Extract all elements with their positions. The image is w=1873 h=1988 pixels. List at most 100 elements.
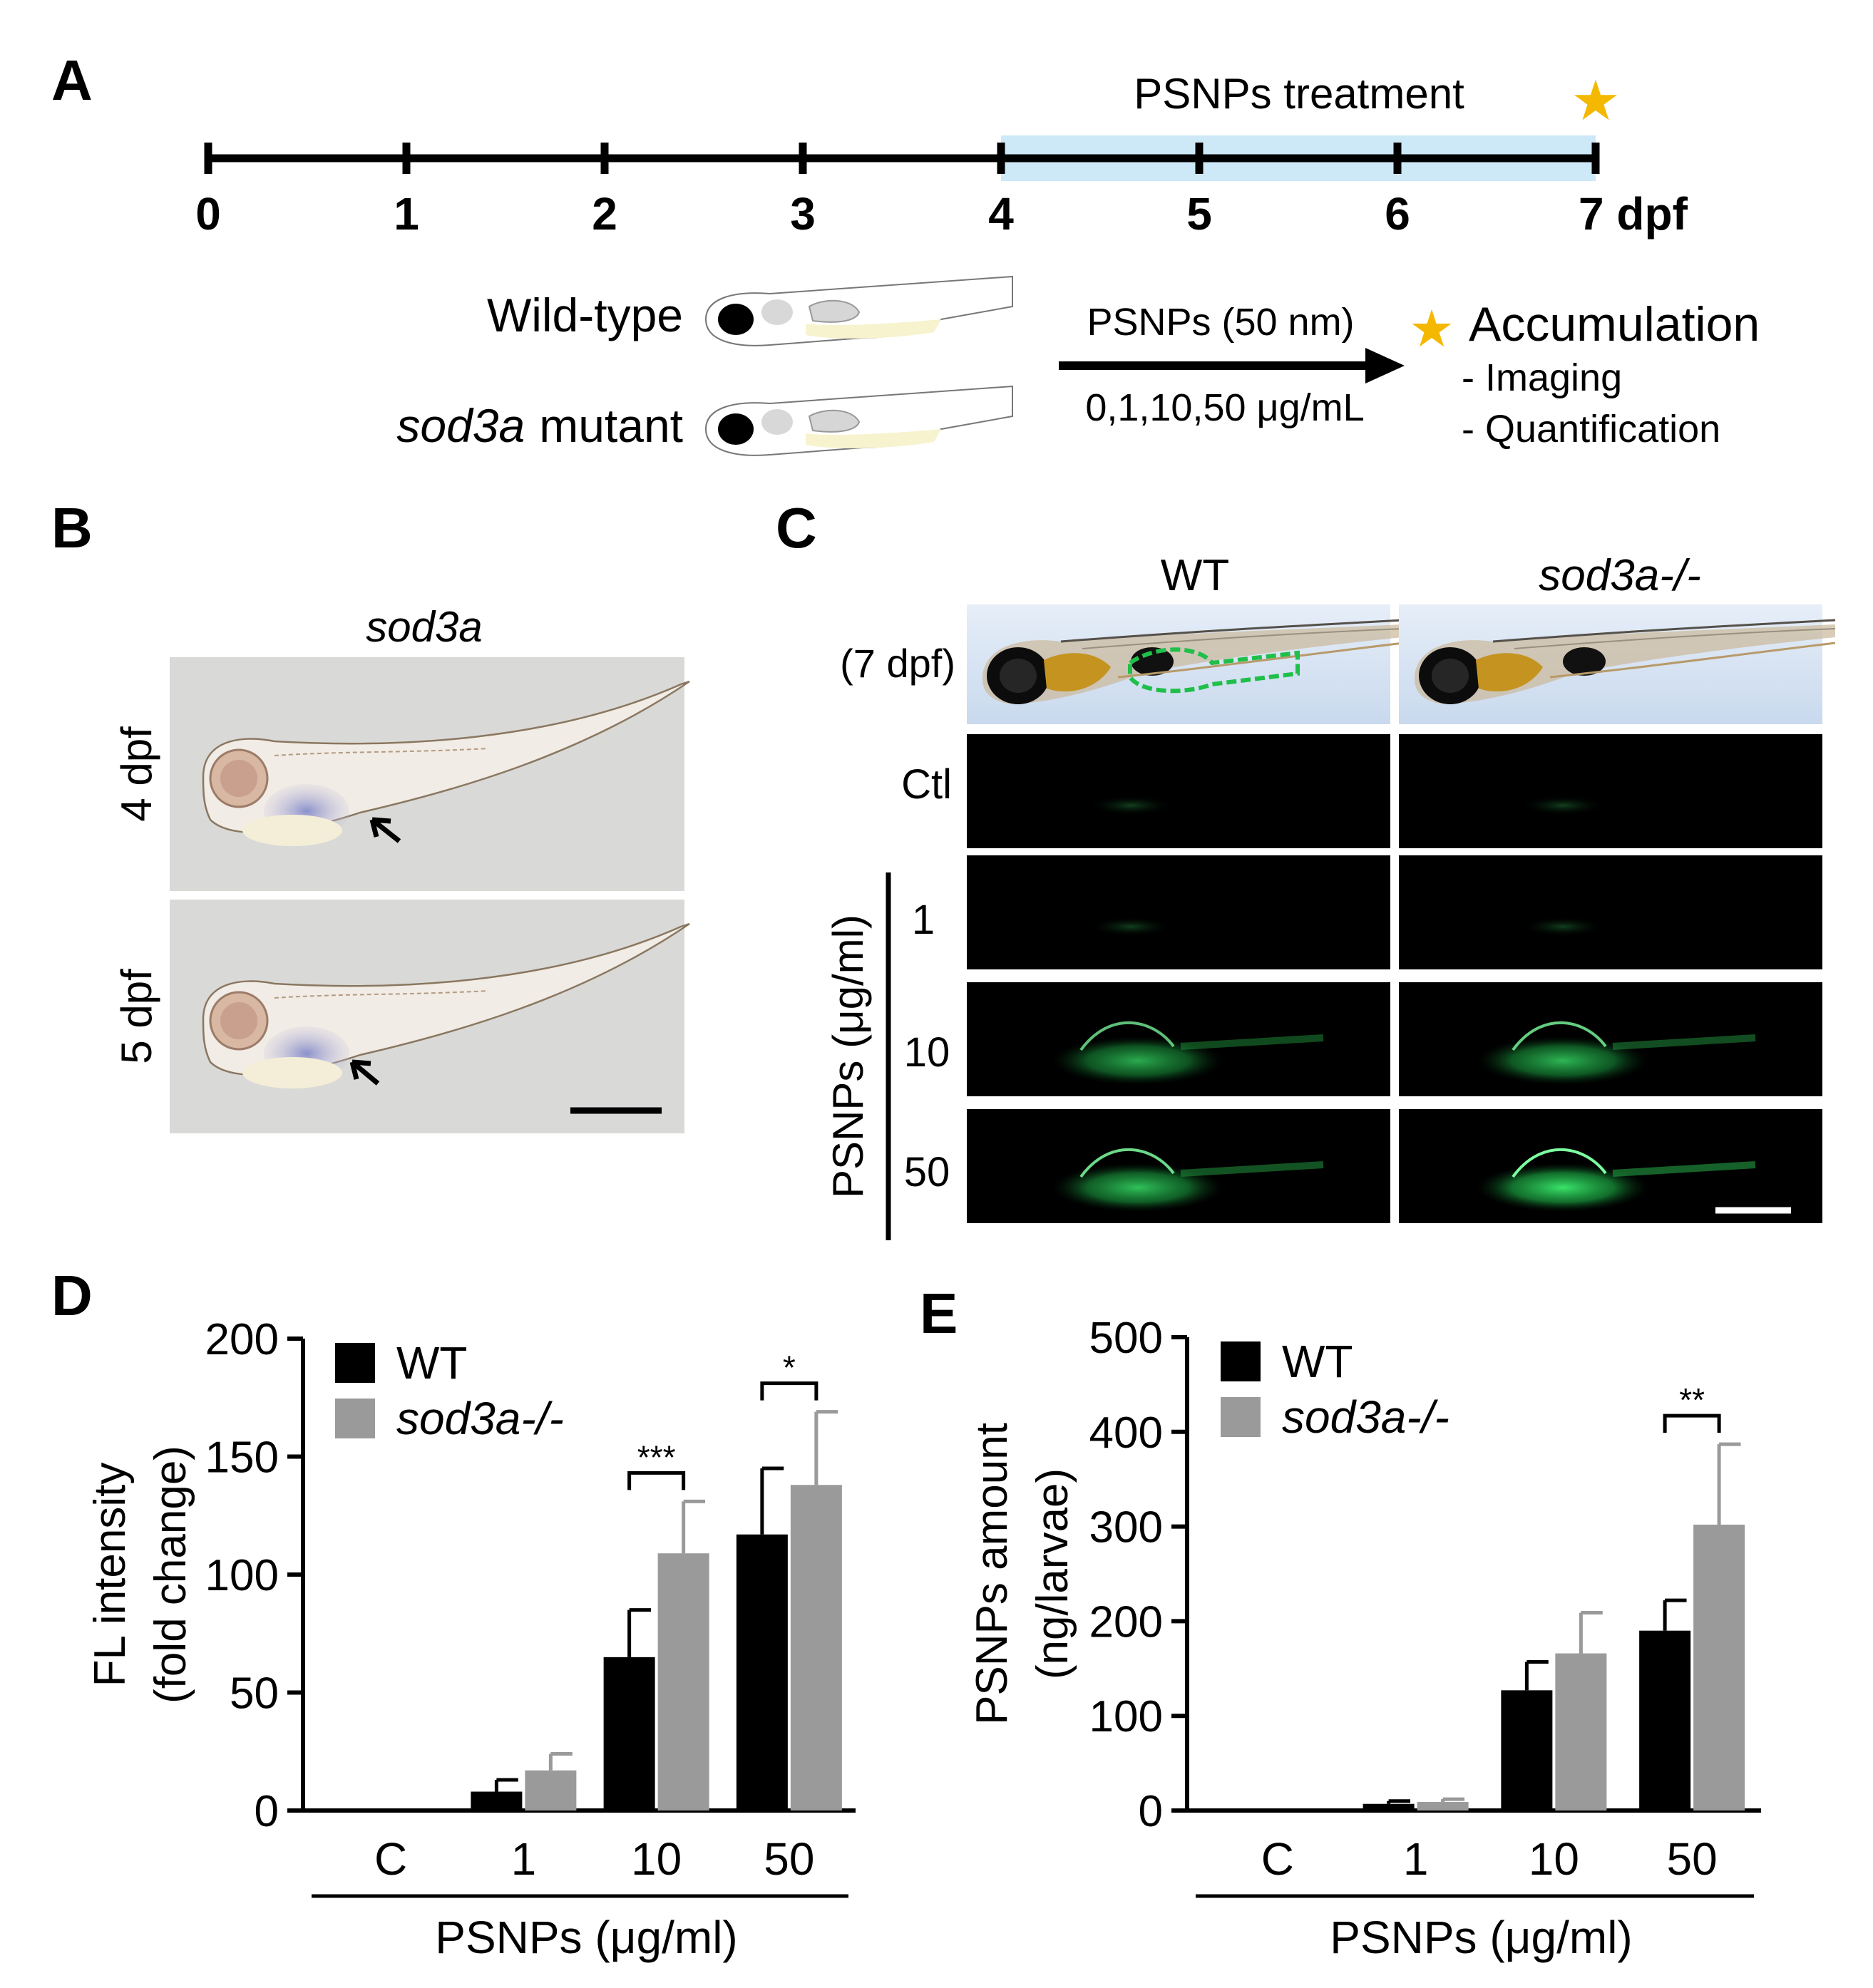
bar-mutant bbox=[790, 1485, 842, 1811]
y-axis-label: PSNPs amount bbox=[968, 1423, 1017, 1725]
panel-c: C WT sod3a-/- (7 dpf) Ctl 1 10 50 PSNPs … bbox=[776, 496, 1837, 1240]
chart-d: 0 50 100 150 200 FL intensity (fold change) C 1 1… bbox=[86, 1315, 856, 1963]
fluorescence-arc bbox=[1512, 1148, 1607, 1178]
panel-label-a: A bbox=[51, 48, 93, 112]
y-tick-label: 150 bbox=[205, 1433, 279, 1483]
endpoint-star-icon: ★ bbox=[1571, 70, 1621, 132]
larva-diagram-mutant bbox=[705, 386, 1013, 456]
panel-b-title: sod3a bbox=[366, 603, 482, 651]
legend-label: sod3a-/- bbox=[396, 1393, 564, 1444]
panel-label-e: E bbox=[920, 1282, 958, 1345]
group-mutant: sod3a mutant bbox=[396, 399, 683, 452]
x-tick-label: C bbox=[374, 1833, 407, 1885]
fluorescence-tail bbox=[1180, 1034, 1324, 1050]
treatment-arrow: PSNPs (50 nm) 0,1,10,50 μg/mL bbox=[1059, 301, 1405, 429]
fluorescence-signal bbox=[1052, 1163, 1223, 1212]
larva-diagram-wild-type bbox=[705, 276, 1013, 346]
timeline-tick-label: 3 bbox=[790, 188, 816, 240]
outcome-title: Accumulation bbox=[1469, 297, 1760, 351]
fluorescence-image bbox=[1399, 734, 1822, 848]
legend-swatch bbox=[1221, 1341, 1261, 1381]
outcome: ★ Accumulation - Imaging - Quantificatio… bbox=[1409, 297, 1760, 450]
y-tick-label: 400 bbox=[1089, 1408, 1163, 1458]
bar-wt bbox=[1363, 1803, 1415, 1811]
timeline-tick-label: 0 bbox=[195, 188, 221, 240]
fluorescence-tail bbox=[1180, 1161, 1324, 1177]
timeline-ticks: 0 1 2 3 4 5 6 7 dpf bbox=[195, 143, 1688, 240]
fluorescence-image bbox=[1399, 855, 1822, 969]
y-axis-label-units: (fold change) bbox=[146, 1446, 195, 1704]
chart-e: 0 100 200 300 400 500 PSNPs amount (ng/larvae) C… bbox=[968, 1314, 1761, 1963]
timeline-tick-label: 1 bbox=[394, 188, 419, 240]
arrow-icon-5dpf bbox=[349, 1059, 380, 1086]
fluorescence-image bbox=[967, 855, 1390, 969]
bar-mutant bbox=[1555, 1653, 1607, 1811]
fluorescence-arc bbox=[1512, 1021, 1607, 1051]
legend-label: WT bbox=[1282, 1336, 1353, 1387]
arrow-bottom-label: 0,1,10,50 μg/mL bbox=[1085, 386, 1364, 429]
x-axis-label: PSNPs (μg/ml) bbox=[1330, 1912, 1632, 1963]
fluorescence-grid bbox=[967, 734, 1822, 1223]
panel-label-d: D bbox=[51, 1264, 93, 1327]
row-label-4dpf: 4 dpf bbox=[113, 726, 160, 822]
legend-swatch bbox=[335, 1399, 375, 1438]
y-tick-label: 0 bbox=[255, 1787, 279, 1836]
bar-mutant bbox=[1417, 1802, 1469, 1811]
panel-label-c: C bbox=[776, 496, 817, 560]
bar-wt bbox=[736, 1534, 788, 1811]
y-tick-label: 0 bbox=[1139, 1787, 1163, 1836]
treatment-label: PSNPs treatment bbox=[1134, 70, 1464, 118]
y-tick-label: 100 bbox=[1089, 1692, 1163, 1741]
row-label-5dpf: 5 dpf bbox=[113, 969, 160, 1064]
intestine-outline bbox=[1128, 647, 1300, 694]
x-tick-label: 50 bbox=[764, 1833, 814, 1885]
fluorescence-arc bbox=[1079, 1148, 1175, 1178]
y-tick-label: 200 bbox=[205, 1315, 279, 1364]
significance-stars: ** bbox=[1679, 1381, 1705, 1418]
bar-wt bbox=[1501, 1690, 1553, 1811]
row-label-1: 1 bbox=[912, 897, 935, 943]
y-tick-label: 500 bbox=[1089, 1314, 1163, 1363]
bar-wt bbox=[1639, 1630, 1691, 1811]
arrow-top-label: PSNPs (50 nm) bbox=[1087, 301, 1354, 344]
outcome-item-imaging: - Imaging bbox=[1462, 356, 1622, 399]
fluorescence-signal bbox=[1052, 1036, 1223, 1085]
legend-label: sod3a-/- bbox=[1282, 1391, 1449, 1443]
fluorescence-signal bbox=[1520, 917, 1606, 937]
x-tick-label: 10 bbox=[631, 1833, 682, 1885]
timeline-tick-label: 6 bbox=[1385, 188, 1410, 240]
fluorescence-signal bbox=[1088, 795, 1174, 815]
column-label-wt: WT bbox=[1161, 551, 1229, 600]
x-axis-label: PSNPs (μg/ml) bbox=[435, 1912, 737, 1963]
fluorescence-signal bbox=[1477, 1036, 1648, 1085]
y-tick-label: 50 bbox=[230, 1669, 279, 1719]
fluorescence-signal bbox=[1088, 917, 1174, 937]
genotype-rows: Wild-type sod3a mutant bbox=[396, 276, 1013, 456]
panel-b: B sod3a 4 dpf 5 dpf bbox=[51, 496, 691, 1133]
x-tick-label: 10 bbox=[1529, 1833, 1579, 1885]
significance-stars: *** bbox=[637, 1438, 676, 1475]
row-label-ctl: Ctl bbox=[901, 761, 952, 808]
y-axis-label-units: (ng/larvae) bbox=[1028, 1468, 1077, 1679]
row-label-50: 50 bbox=[904, 1149, 950, 1195]
concentration-group-label: PSNPs (μg/ml) bbox=[824, 915, 872, 1198]
outcome-star-icon: ★ bbox=[1409, 301, 1455, 358]
panel-label-b: B bbox=[51, 496, 93, 560]
fluorescence-tail bbox=[1612, 1161, 1756, 1177]
column-label-mutant: sod3a-/- bbox=[1539, 551, 1700, 600]
outcome-item-quantification: - Quantification bbox=[1462, 408, 1720, 450]
group-mutant-label: mutant bbox=[539, 399, 683, 452]
x-tick-label: 50 bbox=[1667, 1833, 1718, 1885]
timeline-tick-label: 2 bbox=[592, 188, 617, 240]
legend-swatch bbox=[335, 1343, 375, 1383]
bar-mutant bbox=[1693, 1524, 1745, 1811]
significance-bracket bbox=[1663, 1413, 1721, 1433]
bar-mutant bbox=[657, 1553, 709, 1811]
y-tick-label: 300 bbox=[1089, 1503, 1163, 1552]
y-tick-label: 100 bbox=[205, 1551, 279, 1600]
arrow-head-icon bbox=[1365, 348, 1405, 383]
group-wild-type: Wild-type bbox=[487, 289, 683, 341]
x-tick-label: C bbox=[1261, 1833, 1294, 1885]
